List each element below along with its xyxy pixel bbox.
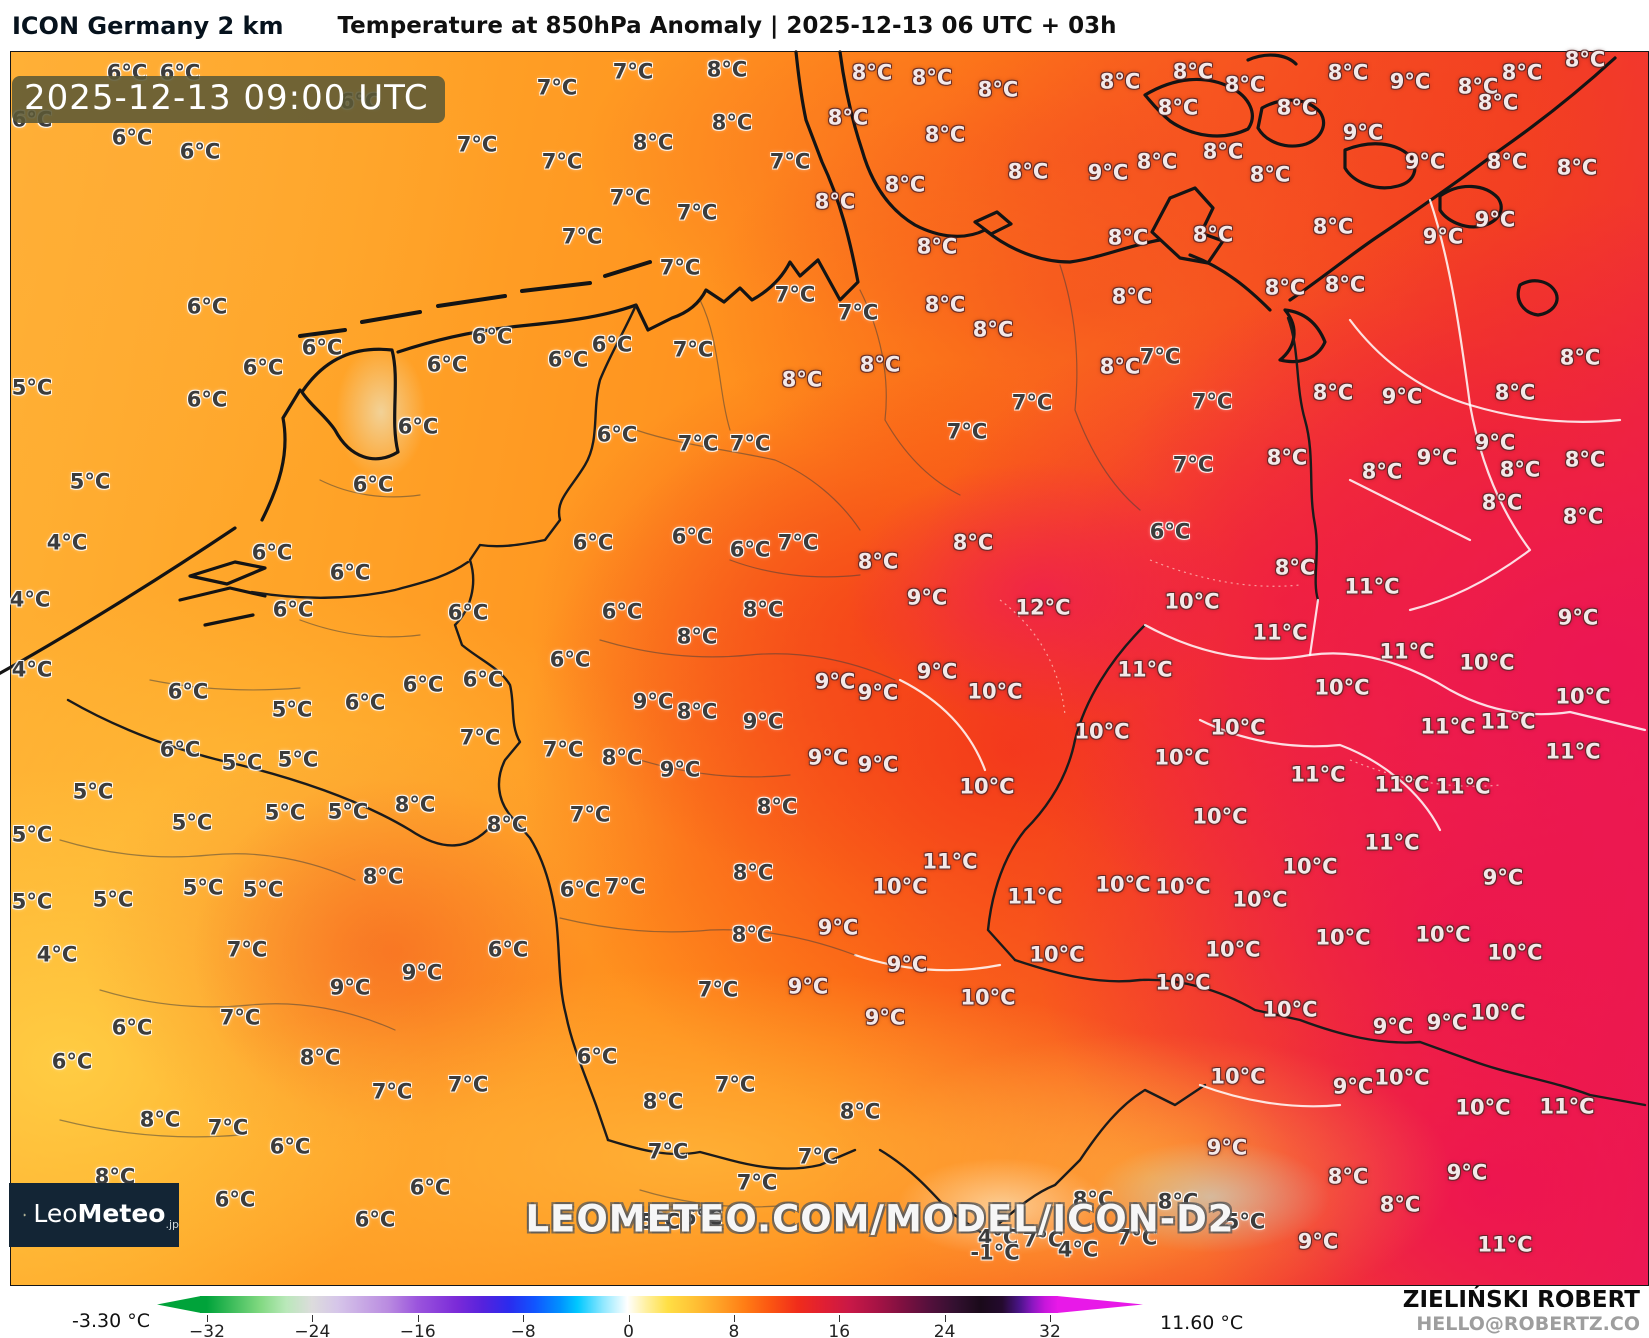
colorbar-tick-label: −8 [510,1322,536,1338]
attribution-author: ZIELIŃSKI ROBERT [1402,1287,1640,1313]
colorbar-min-label: -3.30 °C [72,1310,150,1332]
colorbar-tick [207,1315,208,1322]
colorbar-tick [312,1315,314,1322]
page-title: Temperature at 850hPa Anomaly | 2025-12-… [337,13,1117,39]
colorbar-tick [523,1315,525,1322]
colorbar-max-label: 11.60 °C [1160,1312,1244,1334]
temperature-anomaly-map [10,51,1649,1286]
model-name: ICON Germany 2 km [12,12,284,40]
logo-text: LeoMeteo.jp [33,1199,179,1231]
colorbar-tick-label: 0 [623,1322,634,1338]
colorbar-tick [417,1315,419,1322]
colorbar [200,1296,1058,1313]
colorbar-tick-label: 32 [1039,1322,1061,1338]
sun-icon [23,1213,27,1217]
colorbar-tick [628,1315,630,1322]
colorbar-tick-label: 8 [728,1322,740,1338]
attribution-contact: HELLO@ROBERTZ.CO [1416,1313,1640,1335]
valid-time-badge: 2025-12-13 09:00 UTC [12,76,445,123]
watermark: LEOMETEO.COM/MODEL/ICON-D2 [525,1197,1235,1241]
leometeo-logo: LeoMeteo.jp [9,1183,179,1247]
colorbar-tick-label: −16 [399,1322,436,1338]
colorbar-min-arrow [157,1296,201,1313]
colorbar-tick-label: −32 [189,1322,225,1338]
colorbar-tick-label: 24 [933,1322,956,1338]
colorbar-tick [839,1315,841,1322]
colorbar-tick [733,1315,735,1322]
colorbar-tick [944,1315,946,1322]
colorbar-tick-label: 16 [828,1322,851,1338]
colorbar-tick [1050,1315,1051,1322]
colorbar-max-arrow [1057,1296,1143,1313]
colorbar-tick-label: −24 [294,1322,331,1338]
